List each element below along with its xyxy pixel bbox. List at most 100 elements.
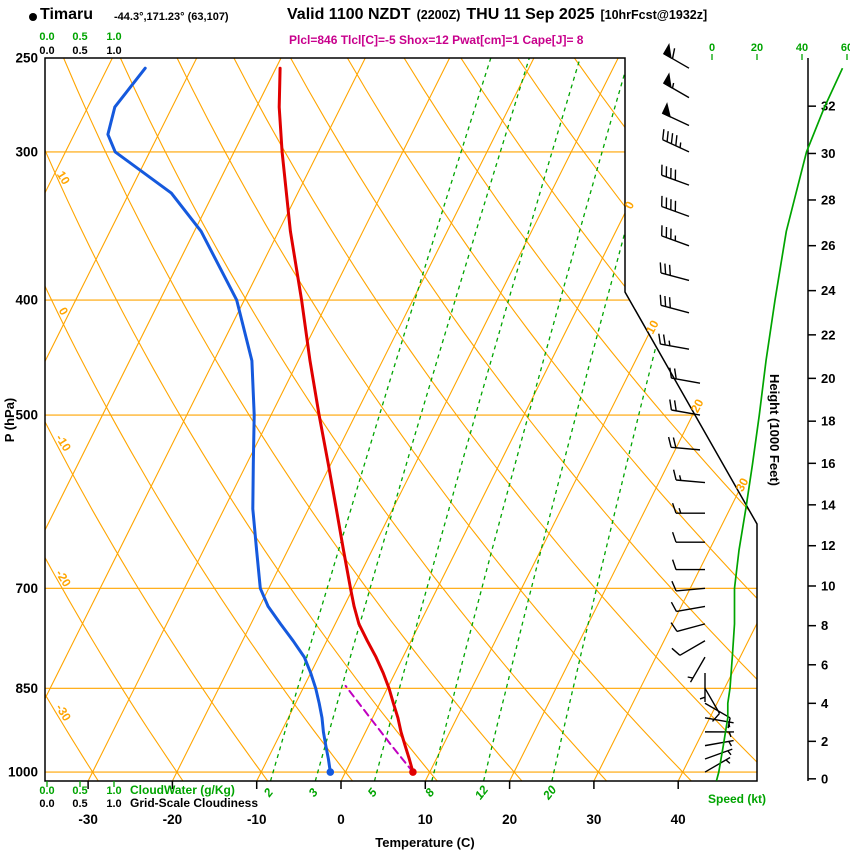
station-coords: -44.3°,171.23° (63,107)	[114, 11, 229, 23]
cloudiness-scale-top: 1.0	[106, 45, 121, 57]
adiabat-label: -10	[53, 432, 74, 454]
barb-staff	[671, 502, 706, 514]
cloudiness-scale-top: 0.5	[72, 45, 87, 57]
wind-barb	[662, 129, 690, 153]
mixing-ratio-line	[551, 58, 732, 781]
cloudiness-scale-bottom: 1.0	[106, 798, 121, 810]
pressure-tick-label: 300	[15, 144, 38, 159]
speed-tick-label: 0	[709, 42, 715, 54]
temperature-axis-title: Temperature (C)	[375, 835, 474, 850]
adiabat-label: -20	[53, 567, 74, 589]
dry-adiabat-line	[176, 58, 692, 781]
barb-staff	[670, 622, 706, 633]
grid-lines	[45, 58, 757, 781]
height-tick-label: 28	[821, 192, 835, 207]
barb-staff	[669, 367, 701, 384]
dry-adiabat-line	[403, 58, 757, 781]
isotherm-line	[45, 58, 282, 781]
dewpoint-curve	[106, 66, 332, 774]
mixing-ratio-line	[373, 58, 581, 781]
height-tick-label: 18	[821, 414, 835, 429]
mixing-ratio-label: 2	[260, 785, 276, 800]
wind-barb	[704, 731, 735, 738]
mixing-ratio-line	[431, 58, 630, 781]
barb-staff	[661, 195, 690, 218]
wind-barb	[670, 601, 706, 613]
dry-adiabat-line	[45, 58, 184, 781]
isotherm-line	[509, 58, 757, 781]
adiabat-label: 10	[54, 168, 73, 187]
barb-staff	[687, 656, 706, 683]
pressure-tick-label: 250	[15, 51, 38, 66]
barb-staff	[662, 112, 690, 127]
wind-barbs	[658, 42, 735, 773]
height-tick-label: 0	[821, 771, 828, 786]
cloudiness-scale-top: 0.0	[39, 45, 54, 57]
cloudwater-scale-bottom: 0.0	[39, 785, 54, 797]
height-tick-label: 32	[821, 99, 835, 114]
speed-tick-label: 40	[796, 42, 808, 54]
temperature-tick-label: 20	[502, 812, 517, 827]
wind-barb	[659, 294, 690, 314]
dry-adiabat-line	[45, 58, 438, 781]
isotherm-line	[45, 58, 198, 781]
dry-adiabat-line	[517, 58, 757, 781]
wind-barb	[661, 225, 690, 247]
temperature-tick-label: -30	[78, 812, 98, 827]
cloudwater-scale-bottom: 1.0	[106, 785, 121, 797]
surface-temperature-dot	[409, 768, 417, 776]
mixing-ratio-lines	[269, 58, 732, 781]
barb-staff	[699, 672, 706, 702]
wind-barb	[671, 531, 706, 543]
grid-label-group: 10 0 -10 -20 -30 0 10 20 30 2 3 5 8 12 20	[53, 168, 752, 802]
height-axis-title: Height (1000 Feet)	[767, 374, 782, 486]
cloudwater-scale-top: 0.0	[39, 31, 54, 43]
isotherm-label: 30	[733, 475, 752, 494]
valid-date: THU 11 Sep 2025	[466, 6, 595, 23]
barb-staff	[704, 687, 721, 722]
height-tick-label: 2	[821, 734, 828, 749]
barb-staff	[667, 436, 701, 451]
barb-staff	[670, 601, 706, 613]
isotherm-label: 0	[622, 199, 638, 212]
wind-barb	[671, 640, 706, 656]
parcel-curve	[344, 684, 414, 773]
temperature-tick-label: -20	[163, 812, 183, 827]
wind-barb	[699, 672, 706, 702]
wind-barb	[704, 687, 721, 722]
height-tick-label: 8	[821, 618, 828, 633]
dry-adiabat-line	[45, 58, 269, 781]
mixing-ratio-line	[269, 58, 492, 781]
plot-border	[44, 57, 758, 782]
pressure-tick-label: 850	[15, 681, 38, 696]
height-tick-label: 12	[821, 538, 835, 553]
height-tick-label: 24	[821, 283, 836, 298]
mixing-ratio-label: 8	[422, 785, 437, 799]
isotherm-line	[593, 58, 757, 781]
barb-staff	[661, 225, 690, 247]
temperature-tick-label: 10	[418, 812, 433, 827]
cloudiness-scale-bottom: 0.0	[39, 798, 54, 810]
barb-staff	[671, 559, 706, 571]
temperature-tick-label: 40	[671, 812, 686, 827]
valid-time-utc: (2200Z)	[416, 8, 461, 22]
dry-adiabat-line	[45, 58, 353, 781]
barb-staff	[671, 640, 706, 656]
dry-adiabat-line	[460, 58, 757, 781]
temperature-tick-label: 0	[337, 812, 345, 827]
wind-barb	[661, 195, 690, 218]
pressure-tick-label: 700	[15, 581, 38, 596]
wind-barb	[704, 748, 733, 760]
height-tick-label: 30	[821, 146, 835, 161]
wind-barb	[671, 580, 706, 592]
mixing-ratio-line	[482, 58, 674, 781]
barb-staff	[663, 48, 690, 69]
height-tick-label: 16	[821, 456, 835, 471]
speed-profile-curve	[715, 67, 844, 781]
mixing-ratio-label: 12	[472, 783, 491, 802]
wind-barb	[671, 559, 706, 571]
cloudwater-scale-bottom: 0.5	[72, 785, 87, 797]
height-tick-label: 10	[821, 578, 835, 593]
forecast-tag: [10hrFcst@1932z]	[600, 8, 708, 22]
